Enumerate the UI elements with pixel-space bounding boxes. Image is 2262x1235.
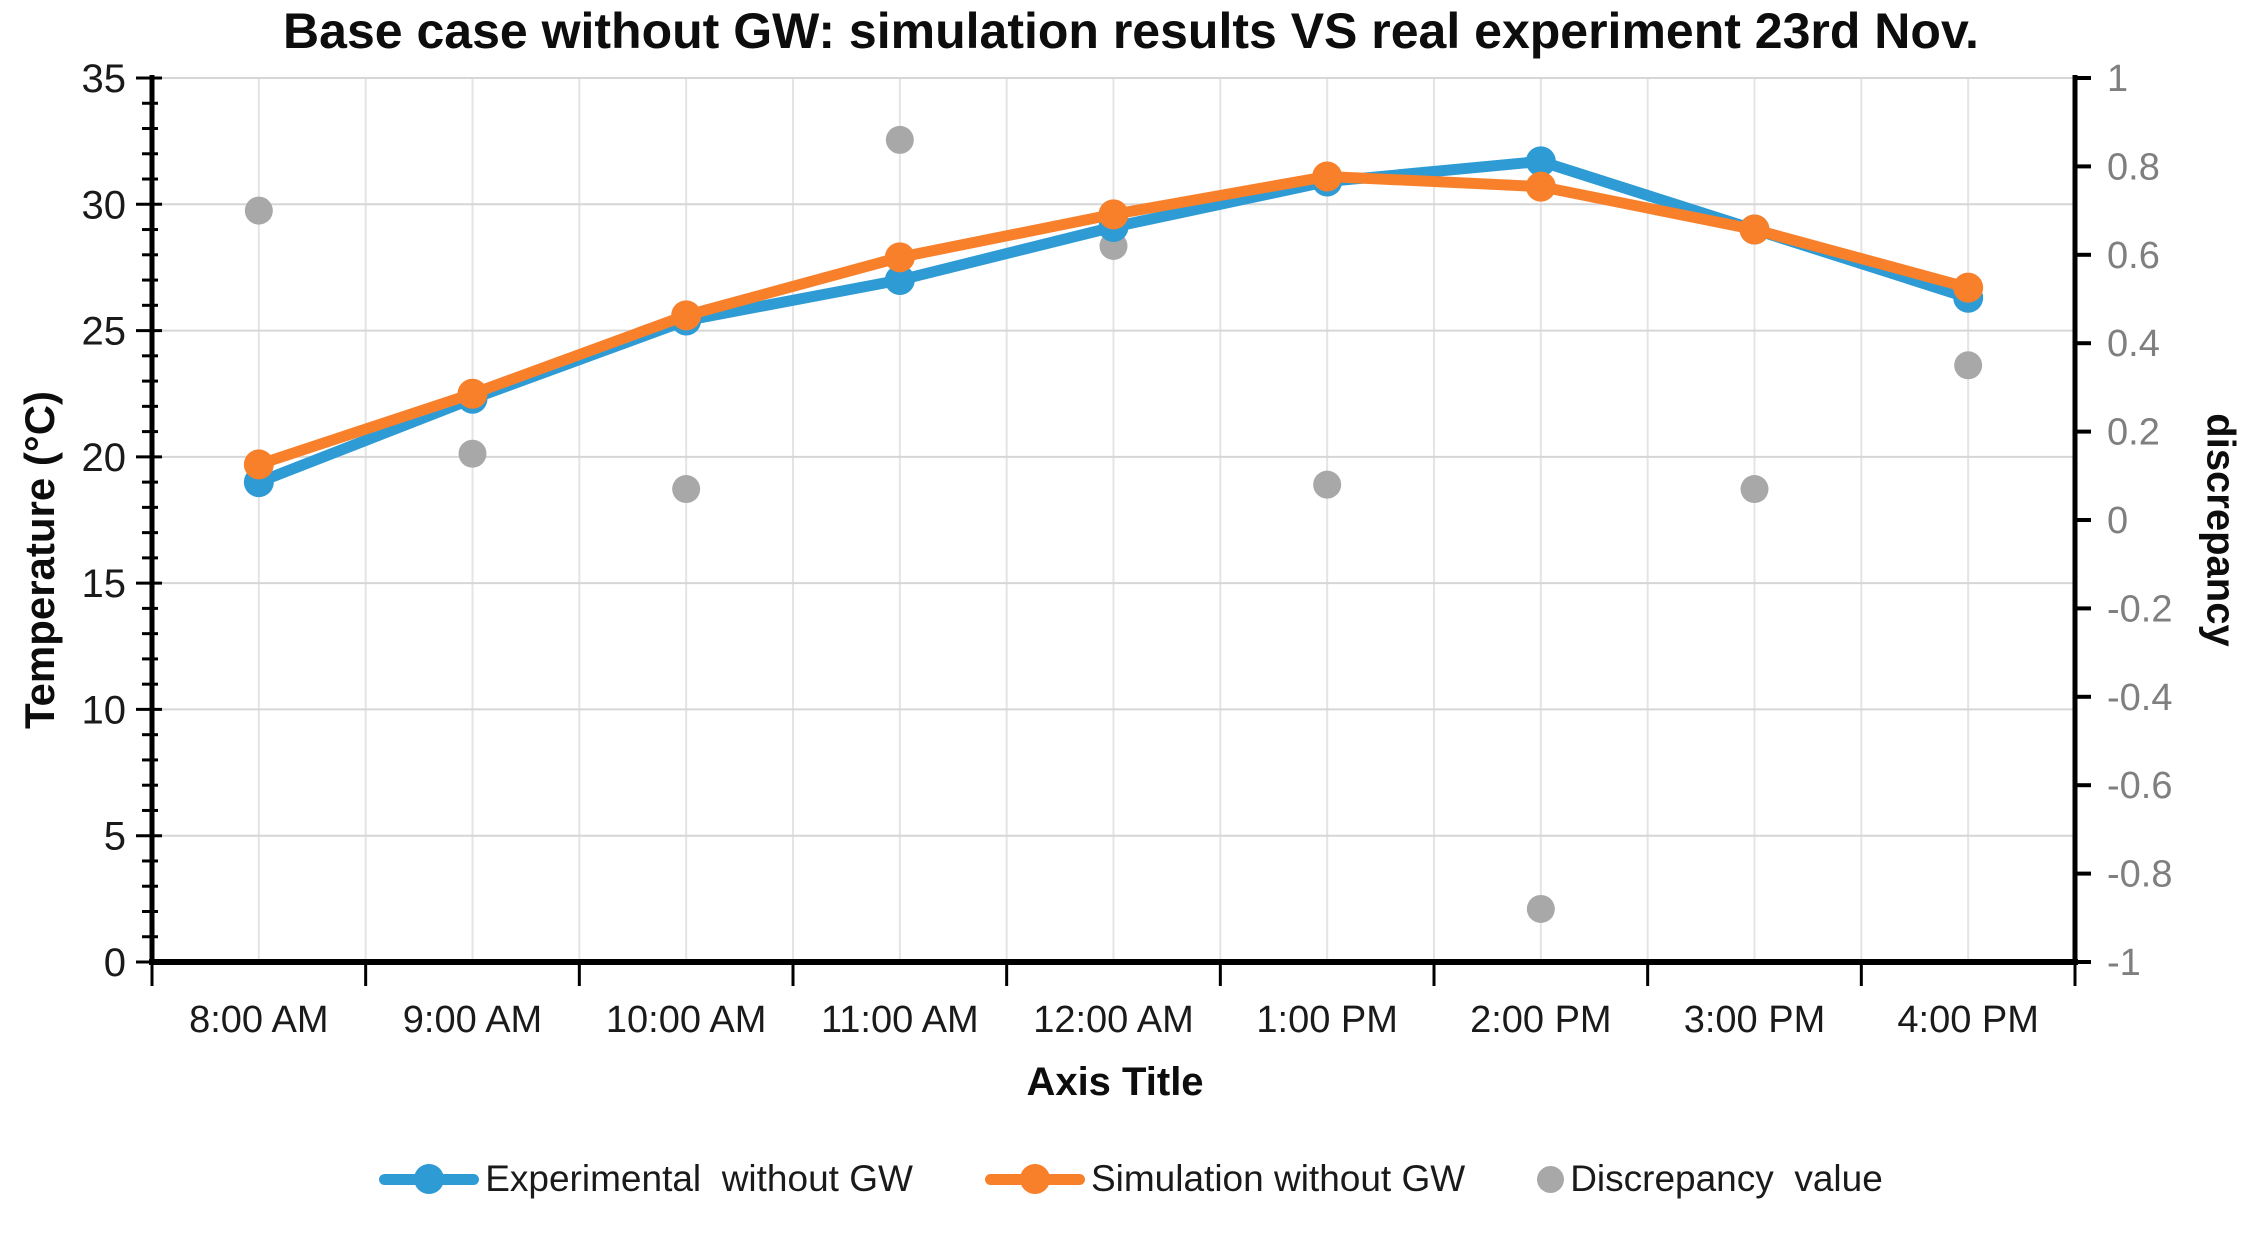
series-marker-simulation [1312, 161, 1343, 192]
scatter-point-discrepancy [458, 439, 487, 468]
series-marker-simulation [1953, 272, 1984, 303]
y-right-tick-label: 0.8 [2107, 146, 2160, 188]
y-left-tick-label: 20 [82, 436, 127, 480]
right-axis-title: discrepancy [2198, 413, 2243, 647]
scatter-point-discrepancy [672, 475, 701, 504]
scatter-point-discrepancy [1740, 475, 1769, 504]
y-left-tick-label: 25 [82, 310, 127, 354]
x-tick-label: 1:00 PM [1256, 999, 1398, 1041]
legend-line-swatch-icon [379, 1164, 480, 1194]
legend-item: Discrepancy value [1537, 1158, 1883, 1200]
legend-line-swatch-icon [984, 1164, 1085, 1194]
legend-label: Discrepancy value [1570, 1158, 1883, 1199]
y-right-tick-label: 0 [2107, 500, 2128, 542]
x-tick-label: 11:00 AM [821, 999, 979, 1041]
y-right-tick-label: 0.4 [2107, 323, 2160, 365]
y-left-tick-label: 35 [82, 57, 127, 101]
series-marker-simulation [1525, 171, 1556, 202]
series-marker-simulation [671, 300, 702, 331]
y-right-tick-label: 0.2 [2107, 412, 2160, 454]
legend-marker-icon [414, 1164, 445, 1194]
y-right-tick-label: 0.6 [2107, 235, 2160, 277]
x-tick-label: 8:00 AM [189, 999, 328, 1041]
series-marker-simulation [1098, 199, 1129, 230]
legend-label: Experimental without GW [485, 1158, 913, 1199]
series-marker-simulation [243, 449, 274, 480]
y-right-tick-label: -0.4 [2107, 677, 2172, 719]
series-marker-simulation [1739, 214, 1770, 245]
legend-marker-icon [1019, 1164, 1050, 1194]
x-tick-label: 10:00 AM [606, 999, 767, 1041]
y-left-tick-label: 5 [104, 815, 126, 859]
chart-title: Base case without GW: simulation results… [283, 3, 1979, 59]
y-left-tick-label: 0 [104, 941, 126, 985]
y-right-tick-label: -0.6 [2107, 765, 2172, 807]
x-axis-title: Axis Title [1026, 1060, 1204, 1104]
series-marker-simulation [457, 378, 488, 409]
y-left-tick-label: 15 [82, 562, 127, 606]
y-right-tick-label: -0.8 [2107, 854, 2172, 896]
scatter-point-discrepancy [885, 125, 914, 154]
x-tick-label: 12:00 AM [1033, 999, 1194, 1041]
legend-dot-swatch-icon [1537, 1165, 1565, 1193]
scatter-point-discrepancy [1954, 351, 1983, 380]
x-tick-label: 4:00 PM [1897, 999, 2039, 1041]
y-right-tick-label: -0.2 [2107, 588, 2172, 630]
y-right-tick-label: 1 [2107, 58, 2128, 100]
series-marker-experimental [1525, 146, 1556, 177]
scatter-point-discrepancy [1313, 470, 1342, 499]
x-tick-label: 9:00 AM [403, 999, 542, 1041]
y-right-tick-label: -1 [2107, 942, 2141, 984]
legend-item: Experimental without GW [379, 1158, 913, 1200]
x-tick-label: 2:00 PM [1470, 999, 1612, 1041]
left-axis-title: Temperature (°C) [16, 390, 63, 730]
legend: Experimental without GW Simulation withou… [0, 1158, 2262, 1200]
y-left-tick-label: 10 [82, 688, 127, 732]
scatter-point-discrepancy [1526, 894, 1555, 923]
legend-item: Simulation without GW [984, 1158, 1466, 1200]
series-marker-simulation [884, 242, 915, 273]
legend-label: Simulation without GW [1090, 1158, 1466, 1199]
x-tick-label: 3:00 PM [1684, 999, 1826, 1041]
scatter-point-discrepancy [244, 196, 273, 225]
series-marker-experimental [884, 265, 915, 296]
y-left-tick-label: 30 [82, 183, 127, 227]
